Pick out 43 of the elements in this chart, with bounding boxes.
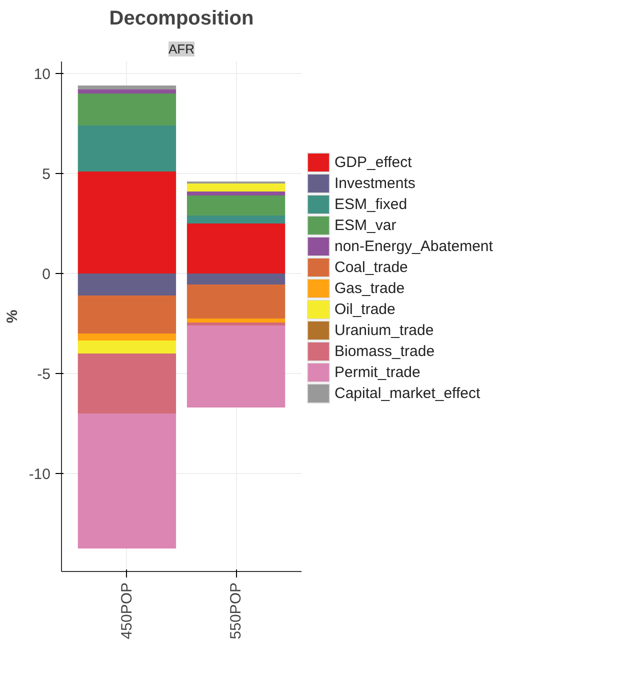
legend-label: GDP_effect [334, 154, 413, 171]
legend-label: non-Energy_Abatement [334, 238, 494, 255]
x-tick-label: 550POP [228, 582, 245, 640]
bar [78, 94, 176, 126]
bar [78, 126, 176, 172]
legend-label: ESM_fixed [334, 196, 408, 213]
bar [78, 274, 176, 296]
legend-label: Gas_trade [334, 280, 405, 297]
bar [78, 172, 176, 274]
bar [186, 318, 286, 322]
x-tick-label: 450POP [118, 582, 136, 640]
bar [78, 340, 176, 354]
legend-label: ESM_var [334, 217, 396, 234]
legend-label: Biomass_trade [334, 343, 435, 360]
bar [78, 334, 176, 340]
legend-label: Capital_market_effect [334, 385, 481, 402]
bar [78, 90, 176, 94]
bar [78, 296, 176, 334]
y-tick-label: -5 [37, 366, 51, 383]
bar [186, 224, 286, 274]
bar [186, 284, 286, 318]
y-tick-label: -10 [28, 466, 51, 483]
legend-label: Investments [334, 175, 416, 192]
bar [78, 414, 176, 548]
chart-title: Decomposition [109, 8, 254, 30]
bar [186, 322, 286, 326]
y-tick-label: 0 [42, 266, 50, 283]
bar [186, 216, 286, 224]
y-tick-label: 5 [42, 166, 50, 183]
legend-label: Uranium_trade [334, 322, 434, 339]
bar [78, 354, 176, 414]
bar [78, 86, 176, 90]
legend-label: Permit_trade [334, 364, 420, 381]
legend-label: Coal_trade [334, 259, 408, 276]
bar [186, 192, 286, 196]
bar [186, 326, 286, 408]
bar [186, 184, 286, 192]
legend-label: Oil_trade [334, 301, 396, 318]
chart-subtitle: AFR [168, 42, 194, 56]
y-tick-label: 10 [34, 66, 51, 83]
y-axis-title: % [4, 310, 21, 324]
bar [186, 196, 286, 216]
bar [186, 274, 286, 284]
